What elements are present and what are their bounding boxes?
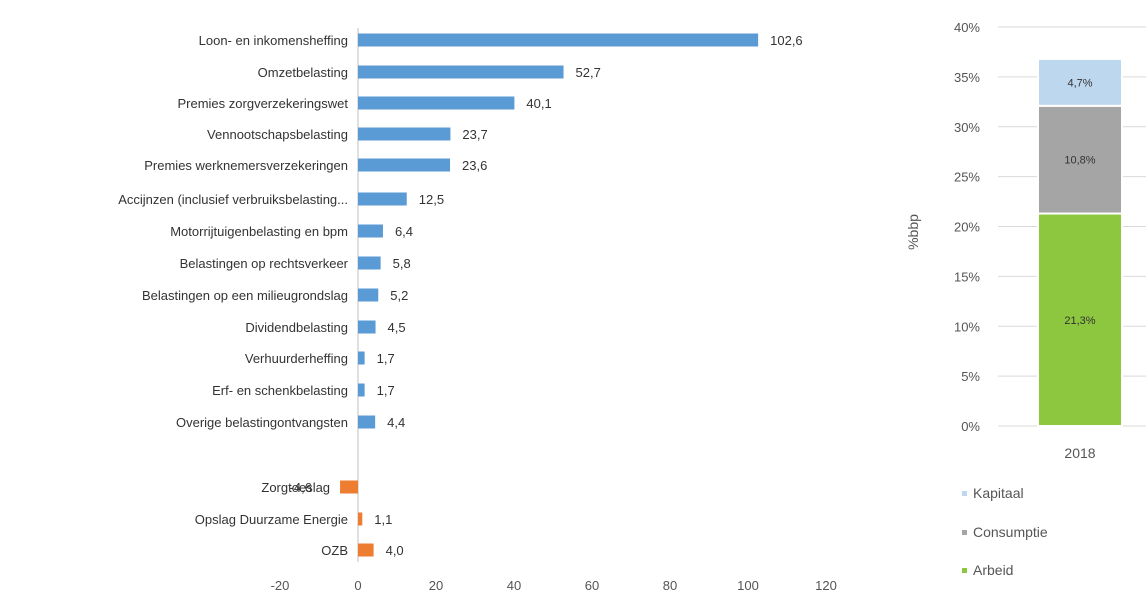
x-tick-label: 80	[663, 578, 677, 591]
y-tick-label: 20%	[954, 220, 980, 235]
segment-label: 21,3%	[1064, 315, 1095, 327]
legend-swatch	[962, 568, 967, 573]
category-label: Motorrijtuigenbelasting en bpm	[170, 224, 348, 239]
data-label: 4,0	[386, 543, 404, 558]
category-label: Loon- en inkomensheffing	[199, 33, 348, 48]
bar	[358, 256, 381, 270]
y-axis-label: %bbp	[905, 214, 921, 250]
bar	[358, 158, 451, 172]
category-label: Accijnzen (inclusief verbruiksbelasting.…	[118, 192, 348, 207]
y-tick-label: 30%	[954, 120, 980, 135]
data-label: 102,6	[770, 33, 803, 48]
segment-label: 10,8%	[1064, 155, 1095, 167]
x-tick-label: 2018	[1064, 445, 1095, 461]
bar	[358, 224, 383, 238]
bar	[358, 127, 451, 141]
y-tick-label: 25%	[954, 170, 980, 185]
x-tick-label: 100	[737, 578, 759, 591]
bar	[358, 512, 363, 526]
data-label: 12,5	[419, 192, 444, 207]
category-label: Belastingen op een milieugrondslag	[142, 288, 348, 303]
category-label: Overige belastingontvangsten	[176, 415, 348, 430]
y-tick-label: 5%	[961, 369, 980, 384]
x-tick-label: 40	[507, 578, 521, 591]
data-label: 6,4	[395, 224, 413, 239]
bar	[358, 351, 365, 365]
x-tick-label: 20	[429, 578, 443, 591]
data-label: 1,1	[374, 512, 392, 527]
bar	[358, 33, 759, 47]
bars: Loon- en inkomensheffing 102,6 Omzetbelast…	[118, 33, 802, 558]
category-label: Premies werknemersverzekeringen	[144, 158, 348, 173]
category-label: Zorgtoeslag	[261, 480, 330, 495]
segment-label: 4,7%	[1067, 77, 1092, 89]
data-label: 4,4	[387, 415, 405, 430]
legend: Kapitaal Consumptie Arbeid	[962, 485, 1048, 578]
category-label: Opslag Duurzame Energie	[195, 512, 348, 527]
bar	[340, 480, 358, 494]
y-tick-label: 10%	[954, 319, 980, 334]
x-tick-label: 120	[815, 578, 837, 591]
y-tick-label: 0%	[961, 419, 980, 434]
data-label: 52,7	[576, 65, 601, 80]
y-tick-label: 35%	[954, 70, 980, 85]
bar	[358, 192, 407, 206]
data-label: 23,6	[462, 158, 487, 173]
stacked-bars: 21,3% 10,8% 4,7% 2018	[1037, 57, 1123, 461]
category-label: Omzetbelasting	[258, 65, 348, 80]
data-label: 1,7	[377, 383, 395, 398]
y-tick-label: 40%	[954, 20, 980, 35]
category-label: Dividendbelasting	[245, 320, 348, 335]
data-label: 23,7	[462, 127, 487, 142]
bar-segment	[1037, 57, 1123, 107]
tax-share-stacked-chart: 0% 5% 10% 15% 20% 25% 30% 35% 40% 21,3% 10,8% 4,7%…	[905, 20, 1146, 578]
legend-label: Consumptie	[973, 524, 1048, 540]
bar	[358, 543, 374, 557]
bar	[358, 65, 564, 79]
data-label: 4,5	[388, 320, 406, 335]
x-tick-label: -20	[271, 578, 290, 591]
data-label: 5,2	[390, 288, 408, 303]
y-tick-label: 15%	[954, 269, 980, 284]
data-label: -4,6	[290, 480, 312, 495]
data-label: 1,7	[377, 351, 395, 366]
category-label: Erf- en schenkbelasting	[212, 383, 348, 398]
x-tick-label: 60	[585, 578, 599, 591]
category-label: OZB	[321, 543, 348, 558]
data-label: 5,8	[393, 256, 411, 271]
bar	[358, 288, 379, 302]
category-label: Vennootschapsbelasting	[207, 127, 348, 142]
tax-revenue-bar-chart: -20 0 20 40 60 80 100 120 Loon- en inkomensheff…	[118, 28, 837, 591]
legend-swatch	[962, 530, 967, 535]
category-label: Verhuurderheffing	[245, 351, 348, 366]
x-tick-label: 0	[354, 578, 361, 591]
bar	[358, 96, 515, 110]
bar	[358, 320, 376, 334]
category-label: Belastingen op rechtsverkeer	[180, 256, 349, 271]
bar	[358, 415, 376, 429]
data-label: 40,1	[526, 96, 551, 111]
bar-segment	[1037, 104, 1123, 215]
x-axis: -20 0 20 40 60 80 100 120	[271, 28, 837, 591]
legend-swatch	[962, 491, 967, 496]
legend-label: Arbeid	[973, 562, 1013, 578]
category-label: Premies zorgverzekeringswet	[177, 96, 348, 111]
bar	[358, 383, 365, 397]
legend-label: Kapitaal	[973, 485, 1024, 501]
